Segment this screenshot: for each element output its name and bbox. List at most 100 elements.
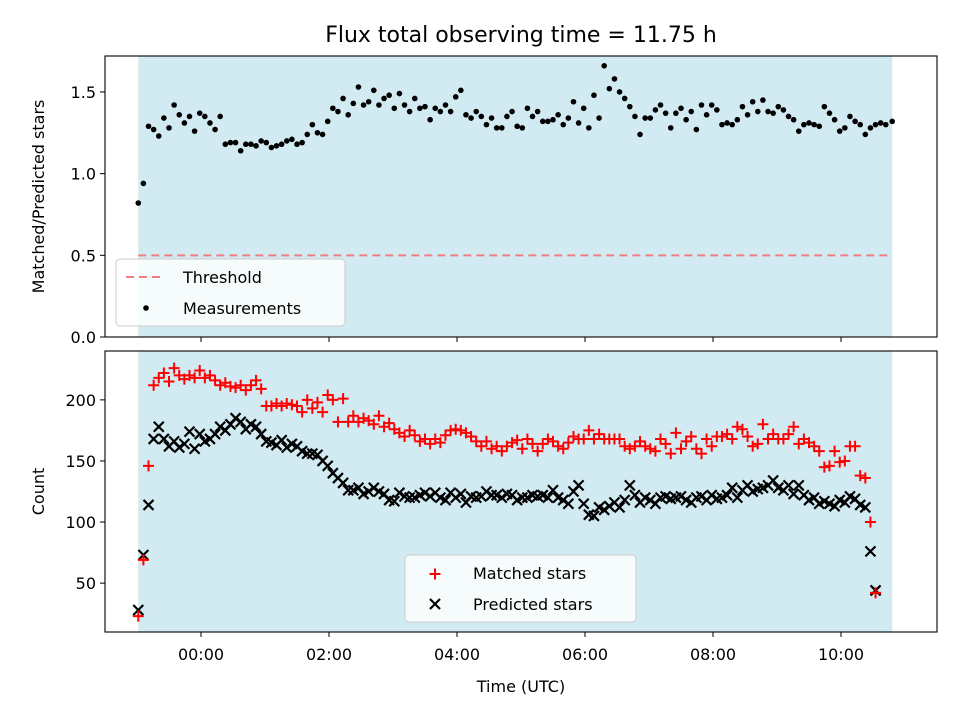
measurement-point bbox=[667, 125, 674, 131]
matched-star-point bbox=[675, 443, 687, 455]
matched-star-point bbox=[614, 433, 626, 445]
measurement-point bbox=[627, 103, 633, 110]
predicted-star-point bbox=[455, 488, 467, 500]
matched-star-point bbox=[532, 445, 544, 457]
measurement-point bbox=[714, 107, 720, 113]
matched-star-point bbox=[757, 418, 769, 430]
matched-star-point bbox=[204, 369, 216, 381]
matched-star-point bbox=[368, 418, 380, 430]
y-tick-label: 0.5 bbox=[71, 246, 96, 265]
predicted-star-point bbox=[337, 477, 349, 489]
matched-star-point bbox=[527, 438, 539, 450]
x-tick-label: 06:00 bbox=[562, 645, 608, 664]
measurement-point bbox=[749, 98, 756, 105]
predicted-star-point bbox=[255, 428, 267, 440]
matched-star-point bbox=[301, 394, 313, 406]
legend-measurement-swatch bbox=[143, 305, 149, 311]
measurement-point bbox=[314, 129, 321, 136]
measurement-point bbox=[294, 141, 300, 148]
measurement-point bbox=[606, 85, 613, 92]
measurement-point bbox=[693, 126, 700, 133]
matched-star-point bbox=[286, 399, 298, 411]
matched-star-point bbox=[496, 445, 508, 457]
measurement-point bbox=[196, 110, 203, 116]
measurement-point bbox=[724, 120, 730, 126]
predicted-star-point bbox=[588, 510, 600, 522]
measurement-point bbox=[785, 113, 792, 120]
measurement-point bbox=[621, 95, 628, 102]
measurement-point bbox=[765, 108, 771, 115]
measurement-point bbox=[575, 120, 582, 126]
predicted-star-point bbox=[250, 420, 262, 433]
matched-star-point bbox=[834, 456, 846, 468]
measurement-point bbox=[744, 112, 751, 118]
matched-star-point bbox=[311, 396, 323, 408]
matched-star-point bbox=[322, 389, 334, 401]
measurement-point bbox=[145, 123, 152, 130]
legend-threshold-label: Threshold bbox=[182, 268, 262, 287]
measurement-point bbox=[580, 105, 587, 112]
legend-box bbox=[404, 554, 637, 623]
x-tick-label: 04:00 bbox=[434, 645, 480, 664]
measurement-point bbox=[596, 115, 602, 121]
predicted-star-point bbox=[792, 479, 805, 492]
measurement-point bbox=[176, 112, 183, 118]
matched-star-point bbox=[552, 440, 564, 452]
matched-star-point bbox=[849, 440, 861, 452]
predicted-star-point bbox=[562, 497, 575, 510]
measurement-point bbox=[560, 121, 567, 128]
measurement-point bbox=[755, 108, 761, 115]
measurement-point bbox=[350, 100, 357, 107]
matched-star-point bbox=[665, 448, 677, 460]
matched-star-point bbox=[542, 433, 554, 445]
matched-star-point bbox=[818, 461, 830, 473]
matched-star-point bbox=[685, 431, 697, 443]
matched-star-point bbox=[383, 417, 395, 429]
measurement-point bbox=[386, 92, 392, 99]
measurement-point bbox=[319, 131, 326, 138]
matched-star-point bbox=[752, 438, 764, 450]
measurement-point bbox=[452, 94, 459, 100]
measurement-point bbox=[232, 139, 239, 146]
axes-frame bbox=[104, 350, 938, 633]
measurement-point bbox=[857, 121, 863, 128]
measurement-point bbox=[365, 98, 372, 105]
matched-star-point bbox=[137, 554, 149, 566]
matched-star-point bbox=[716, 431, 728, 443]
measurement-point bbox=[708, 102, 715, 108]
y-axis-label: Count bbox=[29, 468, 48, 516]
matched-star-point bbox=[521, 433, 533, 445]
predicted-star-point bbox=[726, 482, 738, 494]
matched-star-point bbox=[271, 398, 283, 410]
predicted-star-point bbox=[132, 604, 145, 616]
measurement-point bbox=[171, 102, 177, 108]
measurement-point bbox=[688, 108, 695, 115]
measurement-point bbox=[401, 102, 408, 108]
measurement-point bbox=[258, 138, 264, 144]
matched-star-point bbox=[255, 383, 267, 395]
measurement-point bbox=[473, 108, 480, 115]
measurement-point bbox=[437, 108, 444, 115]
matched-star-point bbox=[189, 372, 201, 384]
measurement-point bbox=[447, 108, 454, 115]
matched-star-point bbox=[143, 460, 155, 472]
matched-star-point bbox=[424, 438, 436, 450]
matched-star-point bbox=[296, 406, 308, 418]
measurement-point bbox=[770, 110, 776, 116]
matched-star-point bbox=[864, 516, 876, 528]
matched-star-point bbox=[153, 372, 165, 384]
matched-star-point bbox=[747, 440, 759, 452]
measurement-point bbox=[586, 125, 592, 131]
matched-star-point bbox=[250, 374, 262, 386]
predicted-star-point bbox=[864, 545, 877, 558]
predicted-star-point bbox=[158, 433, 170, 445]
measurement-point bbox=[565, 115, 572, 121]
matched-star-point bbox=[644, 443, 656, 455]
matched-star-point bbox=[839, 455, 851, 467]
matched-star-point bbox=[516, 443, 528, 455]
matched-star-point bbox=[224, 380, 236, 392]
predicted-star-point bbox=[618, 494, 631, 506]
top-legend: Threshold Measurements bbox=[115, 258, 346, 327]
matched-star-point bbox=[583, 424, 595, 436]
